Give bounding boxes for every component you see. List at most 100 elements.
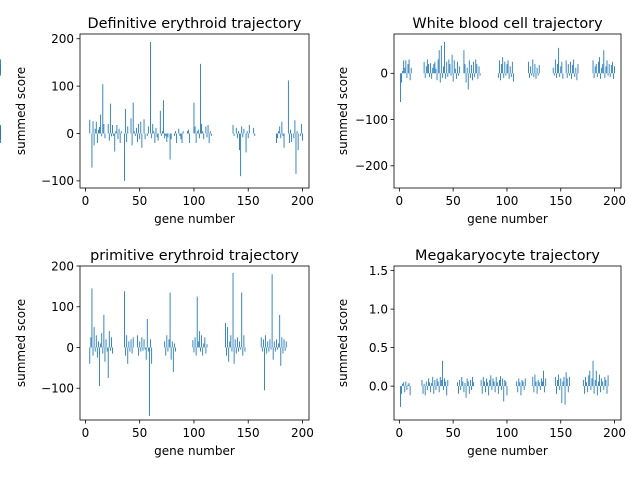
bar — [468, 60, 470, 74]
bar — [206, 344, 208, 348]
subplot-1: 0 50 100 150 200 −100 0 100 200 Definitive erythr… — [0, 16, 314, 226]
bar — [233, 133, 235, 136]
bar — [200, 63, 201, 134]
bar — [209, 131, 211, 134]
bar — [261, 347, 263, 352]
bar — [409, 73, 411, 81]
bar — [574, 73, 576, 78]
bar — [154, 133, 156, 143]
bar — [595, 370, 597, 387]
bar — [545, 378, 547, 387]
bar — [232, 124, 234, 134]
bar — [202, 347, 204, 356]
bar — [95, 335, 97, 348]
bar — [130, 339, 132, 348]
bar — [205, 347, 207, 354]
bar — [240, 347, 242, 350]
bar — [112, 124, 113, 134]
bar — [274, 347, 276, 352]
bar — [287, 80, 289, 134]
x-tick-label: 0 — [82, 426, 90, 440]
bar — [467, 73, 469, 90]
bar — [160, 133, 162, 136]
bar — [553, 73, 555, 76]
bar — [457, 61, 458, 74]
bar — [591, 378, 593, 387]
bar — [136, 127, 137, 134]
bar — [451, 54, 453, 74]
bar — [296, 131, 298, 134]
chart-title: Definitive erythroid trajectory — [88, 16, 302, 32]
bar — [94, 128, 96, 134]
bar — [187, 131, 188, 134]
bar — [465, 386, 467, 398]
bar — [443, 386, 444, 390]
bar — [500, 376, 501, 387]
bar — [144, 133, 146, 140]
x-tick-label: 150 — [237, 194, 260, 208]
bar — [109, 103, 111, 134]
bar — [229, 341, 231, 348]
bar — [497, 73, 499, 78]
bar — [0, 133, 1, 140]
bar — [196, 296, 198, 348]
bar — [607, 73, 609, 76]
bar — [474, 73, 476, 78]
bar — [243, 335, 245, 348]
bar — [146, 133, 148, 136]
bar — [465, 73, 467, 83]
x-axis-label: gene number — [154, 444, 235, 458]
bar — [273, 341, 275, 348]
bar — [453, 60, 455, 74]
bar — [434, 61, 436, 74]
bar — [126, 133, 128, 143]
bar — [172, 347, 174, 372]
bar — [95, 121, 97, 134]
bar — [422, 386, 424, 394]
bar — [432, 67, 434, 74]
bar — [510, 73, 512, 78]
bar — [276, 339, 277, 348]
bar — [540, 378, 542, 387]
bar — [503, 386, 505, 402]
bar — [170, 347, 172, 360]
bar — [576, 73, 578, 81]
bar — [103, 124, 105, 134]
x-tick-label: 100 — [496, 194, 519, 208]
bar — [440, 45, 442, 74]
x-tick-label: 50 — [132, 194, 147, 208]
bar — [404, 386, 406, 393]
bar — [434, 379, 436, 387]
x-tick-label: 200 — [603, 194, 626, 208]
bar — [466, 378, 468, 387]
bar — [109, 347, 111, 351]
bar — [140, 121, 142, 134]
bar — [407, 384, 409, 387]
bar — [167, 347, 169, 352]
bar — [604, 73, 606, 78]
bar — [401, 386, 402, 394]
bar — [166, 335, 168, 348]
bar — [464, 64, 466, 74]
bar — [137, 133, 138, 143]
bar — [173, 133, 175, 136]
bar — [175, 131, 176, 134]
bar — [587, 386, 589, 393]
bar — [410, 67, 412, 74]
bar — [150, 42, 151, 134]
bar — [243, 128, 245, 134]
axes-frame — [79, 33, 310, 189]
bar — [608, 64, 610, 74]
bar — [197, 129, 199, 134]
bar — [495, 376, 497, 387]
bar — [559, 73, 561, 78]
bar — [455, 73, 457, 79]
bar — [102, 84, 104, 134]
bar — [488, 386, 490, 396]
bar — [264, 347, 265, 391]
y-axis-label: summed score — [14, 67, 28, 155]
bar — [203, 133, 205, 140]
bar — [535, 381, 537, 387]
bar — [534, 64, 536, 74]
bar — [494, 386, 496, 393]
